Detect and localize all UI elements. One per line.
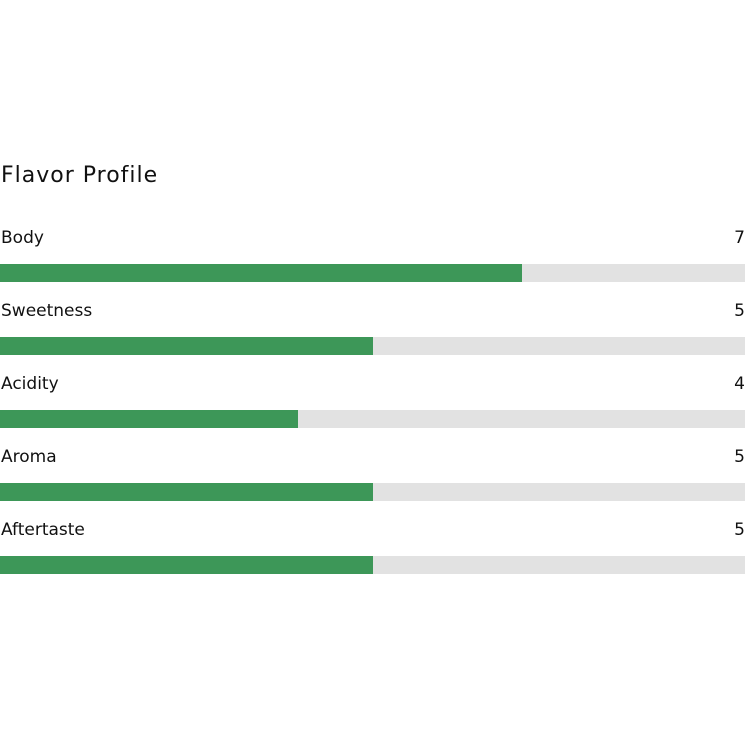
bar-fill	[0, 410, 298, 428]
section-title: Flavor Profile	[1, 163, 159, 188]
attribute-label: Sweetness	[1, 301, 93, 321]
attribute-value: 5	[734, 520, 745, 540]
bar-track	[0, 264, 745, 282]
bar-track	[0, 337, 745, 355]
bar-fill	[0, 483, 373, 501]
attribute-label: Aftertaste	[1, 520, 85, 540]
bar-fill	[0, 264, 522, 282]
attribute-value: 4	[734, 374, 745, 394]
attribute-label: Body	[1, 228, 44, 248]
bar-track	[0, 483, 745, 501]
bar-fill	[0, 556, 373, 574]
attribute-label: Aroma	[1, 447, 57, 467]
bar-track	[0, 556, 745, 574]
attribute-value: 5	[734, 301, 745, 321]
attribute-value: 7	[734, 228, 745, 248]
bar-track	[0, 410, 745, 428]
attribute-value: 5	[734, 447, 745, 467]
attribute-label: Acidity	[1, 374, 59, 394]
bar-fill	[0, 337, 373, 355]
